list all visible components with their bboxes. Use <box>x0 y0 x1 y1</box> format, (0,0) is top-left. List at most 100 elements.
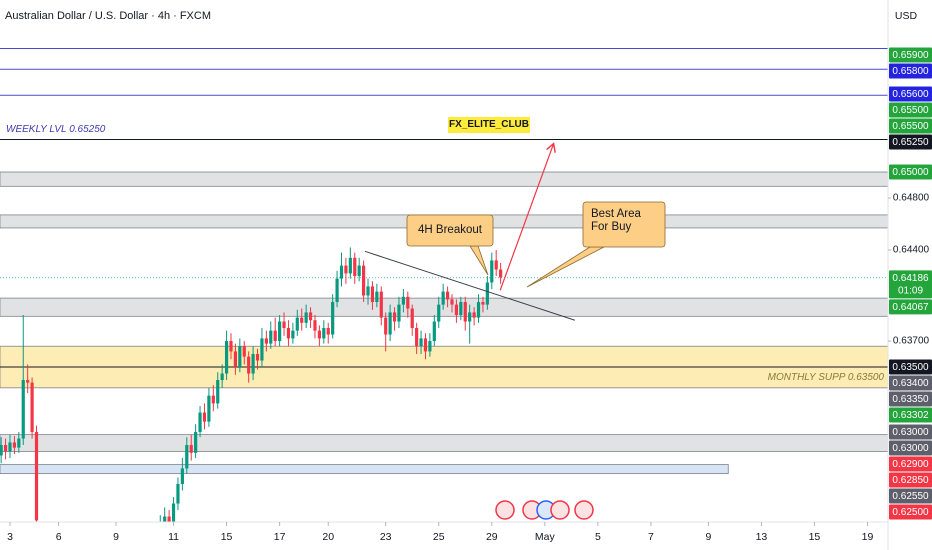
arrow <box>499 145 553 291</box>
event-icon <box>574 500 594 520</box>
callout-box <box>582 201 666 248</box>
candle-body <box>353 257 357 277</box>
candle-body <box>485 282 489 305</box>
price-tag-label: 0.64186 <box>892 273 929 284</box>
currency-label: USD <box>895 10 918 22</box>
candle-body <box>335 278 339 303</box>
price-tag-label: 0.65800 <box>892 66 929 77</box>
level-note: MONTHLY SUPP 0.63500 <box>767 372 884 383</box>
price-tag-label: 0.64067 <box>892 302 929 313</box>
price-tag <box>889 164 932 180</box>
candle-body <box>348 257 352 274</box>
candle-body <box>229 341 233 352</box>
price-tag <box>889 134 932 150</box>
price-tag-label: 0.63000 <box>892 443 929 454</box>
candle-body <box>379 291 383 318</box>
candle-body <box>357 265 361 277</box>
price-tag <box>889 86 932 102</box>
price-tag <box>889 504 932 520</box>
price-tag <box>889 440 932 456</box>
x-tick-label: 20 <box>322 531 334 543</box>
candle-body <box>171 503 176 522</box>
candle-body <box>17 438 21 448</box>
candle-body <box>437 304 441 322</box>
level-note: WEEKLY LVL 0.65250 <box>6 124 106 135</box>
x-tick-label: 6 <box>56 531 62 543</box>
candle-body <box>286 328 291 339</box>
price-tag-label: 0.63400 <box>892 378 929 389</box>
price-tag <box>889 375 932 391</box>
candle-body <box>238 346 242 368</box>
candle-body <box>251 354 255 374</box>
x-tick-label: 3 <box>7 531 13 543</box>
candle-body <box>202 412 207 422</box>
candle-body <box>392 312 397 322</box>
candle-body <box>278 321 282 342</box>
candle-body <box>0 445 3 456</box>
price-tag-label: 0.62500 <box>892 507 929 518</box>
candle-body <box>410 308 414 329</box>
candle-body <box>463 302 467 322</box>
candle-body <box>12 442 17 448</box>
price-tag <box>889 47 932 63</box>
candle-body <box>264 338 268 344</box>
candle-body <box>361 265 366 296</box>
candle-body <box>445 291 450 300</box>
drawings <box>364 117 666 321</box>
x-tick-label: 5 <box>595 531 601 543</box>
x-tick-label: May <box>535 531 556 543</box>
price-tag <box>889 359 932 375</box>
x-tick-label: 23 <box>380 531 392 543</box>
x-tick-label: 11 <box>168 531 179 543</box>
label-box <box>448 117 530 133</box>
price-tag <box>889 488 932 504</box>
callout-text: Best Area For Buy <box>591 208 641 233</box>
price-tag-label: 0.65900 <box>892 50 929 61</box>
candle-body <box>255 354 260 361</box>
candle-body <box>468 312 472 322</box>
price-tag-label: 0.65600 <box>892 89 929 100</box>
price-tag <box>889 424 932 440</box>
price-tag <box>889 63 932 79</box>
candle-body <box>300 317 304 323</box>
candle-body <box>441 291 445 305</box>
x-tick-label: 9 <box>113 531 119 543</box>
candle-body <box>322 328 326 339</box>
x-tick-label: 9 <box>705 531 711 543</box>
candle-body <box>176 484 180 504</box>
x-tick-label: 15 <box>809 531 821 543</box>
price-tag <box>889 472 932 488</box>
x-tick-label: 25 <box>433 531 445 543</box>
candle-body <box>406 296 410 309</box>
candle-body <box>34 432 39 521</box>
candle-body <box>415 328 419 347</box>
price-tag <box>889 299 932 315</box>
price-tag <box>889 456 932 472</box>
candle-body <box>388 312 392 335</box>
candle-body <box>397 304 401 322</box>
candle-body <box>224 341 229 374</box>
candle-body <box>260 338 264 361</box>
candle-body <box>384 317 388 335</box>
watermark-label: FX_ELITE_CLUB <box>448 119 529 130</box>
candle-body <box>211 395 215 404</box>
candle-body <box>476 302 481 318</box>
candle-body <box>194 432 198 453</box>
y-tick-label: 0.64800 <box>893 193 930 204</box>
candle-body <box>481 302 485 305</box>
price-tag-label: 0.63302 <box>892 410 929 421</box>
x-tick-label: 17 <box>274 531 286 543</box>
x-tick-label: 19 <box>862 531 874 543</box>
chart-title: Australian Dollar / U.S. Dollar · 4h · F… <box>5 10 211 22</box>
candle-body <box>459 302 463 316</box>
axes: 3 6 9 11 15 17 20 23 25 29 May 5 7 9 13 15 19 0.64800 0.64… <box>7 47 932 543</box>
price-tag-label: 0.63500 <box>892 362 929 373</box>
price-tag-label: 0.62550 <box>892 491 929 502</box>
candle-body <box>220 373 224 381</box>
candle-body <box>185 445 189 469</box>
candle-body <box>326 328 330 335</box>
candle-body <box>370 286 375 303</box>
zone <box>0 434 888 452</box>
candle-body <box>344 265 348 274</box>
